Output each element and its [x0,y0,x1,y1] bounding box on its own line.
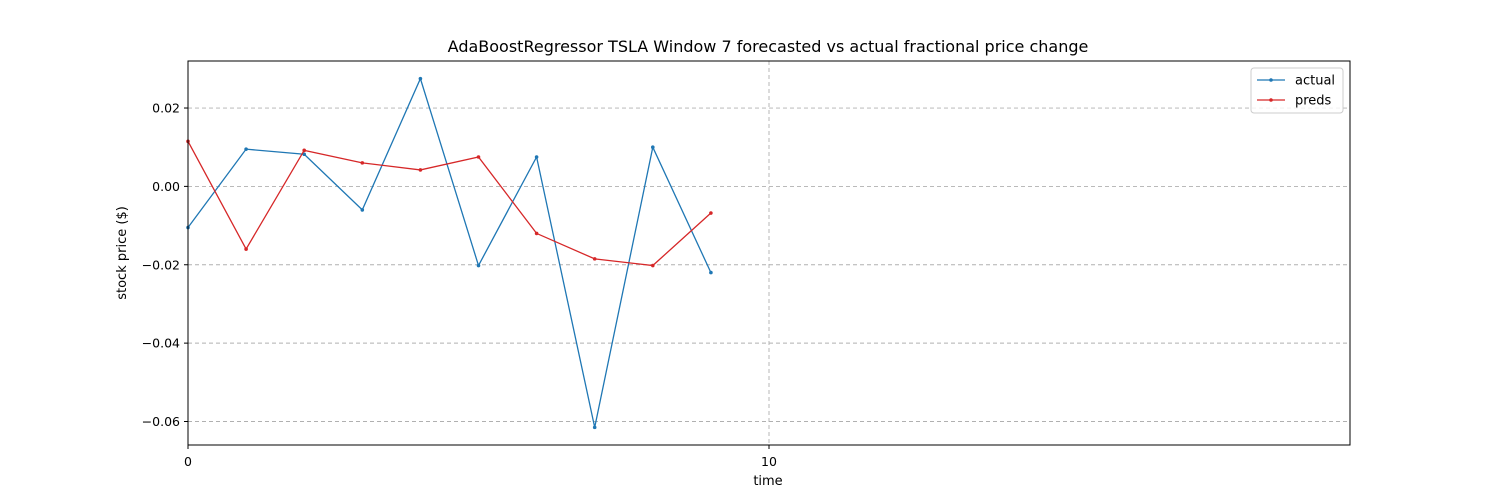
y-tick-label: −0.06 [142,414,180,429]
y-tick-label: −0.04 [142,336,180,351]
series-line-actual [187,76,712,428]
legend: actual preds [1250,67,1344,114]
legend-box [1250,67,1344,114]
data-point-actual [244,147,248,151]
chart-title: AdaBoostRegressor TSLA Window 7 forecast… [448,37,1089,56]
x-tick-label: 0 [184,454,192,469]
data-point-actual [302,152,307,157]
y-tick-label: 0.00 [152,179,180,194]
data-point-preds [592,257,597,261]
y-axis: 0.02 0.00 −0.02 −0.04 −0.06 [142,101,188,429]
grid-lines [187,61,1350,445]
data-point-preds [651,263,655,268]
x-axis-label: time [753,474,782,489]
legend-label-preds: preds [1295,94,1332,109]
data-point-actual [476,263,481,268]
data-point-preds [418,168,423,172]
data-point-actual [418,76,423,81]
data-point-actual [592,425,597,430]
x-tick-label: 10 [761,454,777,469]
series-line-preds [187,141,712,267]
data-point-preds [302,148,307,153]
data-point-preds [360,161,365,165]
data-point-preds [476,155,481,159]
data-point-preds [244,247,248,251]
data-point-actual [709,270,713,275]
y-tick-label: −0.02 [142,257,180,272]
series-layer [186,76,713,430]
x-axis: 0 10 [184,445,777,469]
legend-marker-preds [1269,98,1273,102]
y-tick-label: 0.02 [152,101,180,116]
data-point-actual [651,145,655,150]
data-point-actual [360,208,365,212]
data-point-preds [709,211,713,215]
legend-marker-actual [1269,78,1273,82]
data-point-actual [534,155,539,159]
y-axis-label: stock price ($) [115,206,130,300]
legend-label-actual: actual [1295,74,1335,89]
data-point-preds [534,231,539,236]
